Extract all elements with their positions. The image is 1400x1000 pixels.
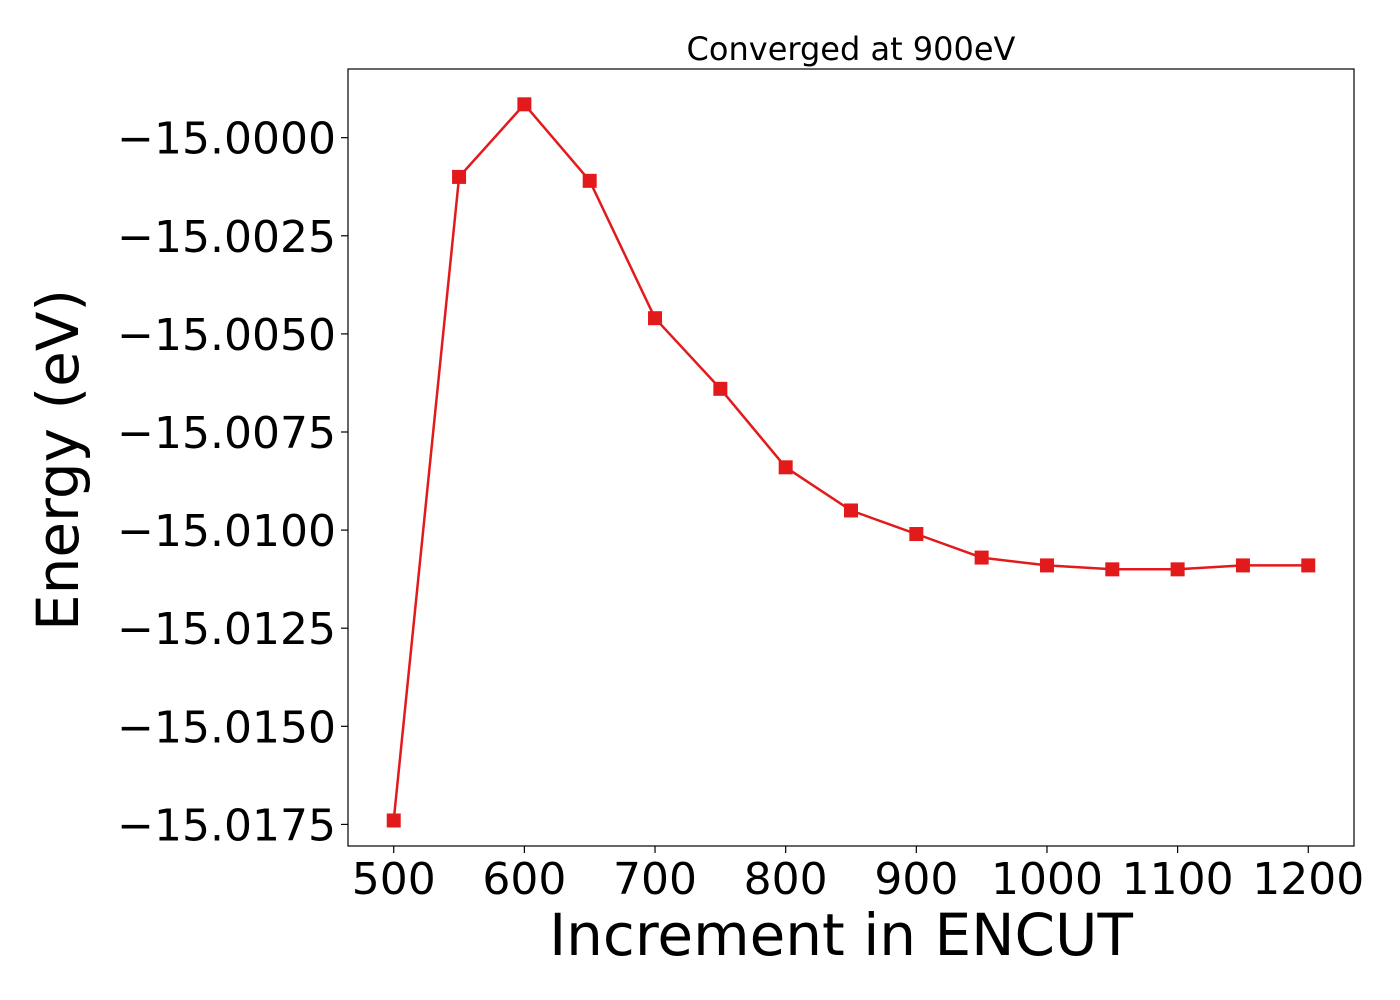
x-tick-label: 800 <box>744 854 828 905</box>
data-point-marker <box>974 550 989 565</box>
y-tick-label: −15.0125 <box>117 604 336 655</box>
data-point-marker <box>517 97 532 112</box>
data-point-marker <box>844 503 858 518</box>
data-point-marker <box>648 311 663 326</box>
y-axis: −15.0000 −15.0025 −15.0050 −15.0075 −15.0100… <box>117 114 348 851</box>
data-point-marker <box>713 381 728 396</box>
x-tick-label: 1200 <box>1252 854 1364 905</box>
data-point-marker <box>386 813 401 828</box>
plot-area-frame <box>347 68 1355 847</box>
data-point-marker <box>1039 558 1054 573</box>
x-axis-label: Increment in ENCUT <box>549 901 1133 969</box>
x-tick-label: 700 <box>613 854 697 905</box>
data-point-marker <box>1235 558 1250 573</box>
data-point-marker <box>1301 558 1316 573</box>
y-tick-label: −15.0050 <box>117 310 336 361</box>
x-axis: 500 600 700 800 900 1000 1100 1200 <box>352 846 1364 905</box>
series-line <box>392 103 1309 821</box>
x-tick-label: 1000 <box>991 854 1103 905</box>
data-point-marker <box>1105 562 1120 577</box>
data-point-marker <box>452 169 467 184</box>
x-tick-label: 500 <box>352 854 436 905</box>
data-point-marker <box>778 460 793 475</box>
y-axis-label: Energy (eV) <box>24 289 92 631</box>
y-tick-label: −15.0100 <box>117 506 336 557</box>
y-tick-label: −15.0075 <box>117 408 336 459</box>
y-tick-label: −15.0175 <box>117 800 336 851</box>
data-point-marker <box>909 527 924 542</box>
data-point-marker <box>582 173 597 188</box>
y-tick-label: −15.0025 <box>117 212 336 263</box>
x-tick-label: 1100 <box>1122 854 1234 905</box>
x-tick-label: 600 <box>482 854 566 905</box>
chart-title: Converged at 900eV <box>687 30 1016 68</box>
data-point-marker <box>1170 562 1185 577</box>
series-layer <box>386 97 1316 828</box>
y-tick-label: −15.0150 <box>117 702 336 753</box>
x-tick-label: 900 <box>874 854 958 905</box>
y-tick-label: −15.0000 <box>117 114 336 165</box>
